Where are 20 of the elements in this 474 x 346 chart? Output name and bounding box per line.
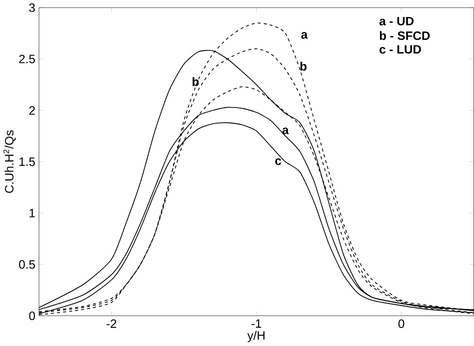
y-tick-label: 1.5 bbox=[20, 158, 35, 166]
annotation: b bbox=[300, 62, 307, 71]
x-tick-label: -1 bbox=[252, 320, 262, 328]
annotation: c bbox=[275, 158, 282, 166]
y-axis-title: C.Uh.H$^{2}$/Qs bbox=[3, 130, 16, 194]
y-tick-label: 0 bbox=[29, 312, 35, 320]
y-tick-label: 0.5 bbox=[19, 260, 35, 269]
annotation: b - SFCD bbox=[380, 31, 430, 40]
x-tick-label: -2 bbox=[106, 320, 116, 328]
y-tick-label: 3 bbox=[29, 4, 35, 12]
annotation: a - UD bbox=[379, 17, 414, 26]
y-tick-label: 2.5 bbox=[19, 54, 35, 64]
x-axis-title: y/H bbox=[247, 331, 264, 342]
annotation: c - LUD bbox=[380, 45, 421, 54]
x-tick-label: 0 bbox=[398, 320, 404, 328]
y-tick-label: 2 bbox=[29, 106, 35, 115]
annotation: a bbox=[301, 32, 308, 39]
annotation: b bbox=[192, 77, 199, 86]
annotation: a bbox=[282, 128, 289, 134]
y-tick-label: 1 bbox=[30, 209, 35, 218]
